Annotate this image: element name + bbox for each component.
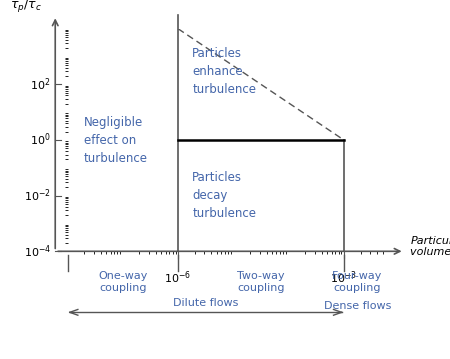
Text: Particles
decay
turbulence: Particles decay turbulence bbox=[192, 171, 256, 220]
Text: $10^{-6}$: $10^{-6}$ bbox=[164, 270, 192, 286]
Text: Particles
enhance
turbulence: Particles enhance turbulence bbox=[192, 47, 256, 95]
Text: Dilute flows: Dilute flows bbox=[173, 298, 238, 308]
Text: $10^{2}$: $10^{2}$ bbox=[31, 76, 51, 93]
Text: One-way
coupling: One-way coupling bbox=[98, 271, 148, 293]
Text: Four-way
coupling: Four-way coupling bbox=[332, 271, 382, 293]
Text: $10^{-4}$: $10^{-4}$ bbox=[23, 243, 51, 260]
Text: Negligible
effect on
turbulence: Negligible effect on turbulence bbox=[84, 116, 148, 164]
Text: Dense flows: Dense flows bbox=[324, 300, 391, 311]
Text: Particulate
volume fraction: Particulate volume fraction bbox=[410, 236, 450, 257]
Text: $10^{-3}$: $10^{-3}$ bbox=[330, 270, 357, 286]
Text: $10^{0}$: $10^{0}$ bbox=[30, 132, 51, 148]
Text: $10^{-2}$: $10^{-2}$ bbox=[24, 187, 51, 204]
Text: Two-way
coupling: Two-way coupling bbox=[237, 271, 285, 293]
Text: $\tau_p/\tau_c$: $\tau_p/\tau_c$ bbox=[10, 0, 42, 14]
